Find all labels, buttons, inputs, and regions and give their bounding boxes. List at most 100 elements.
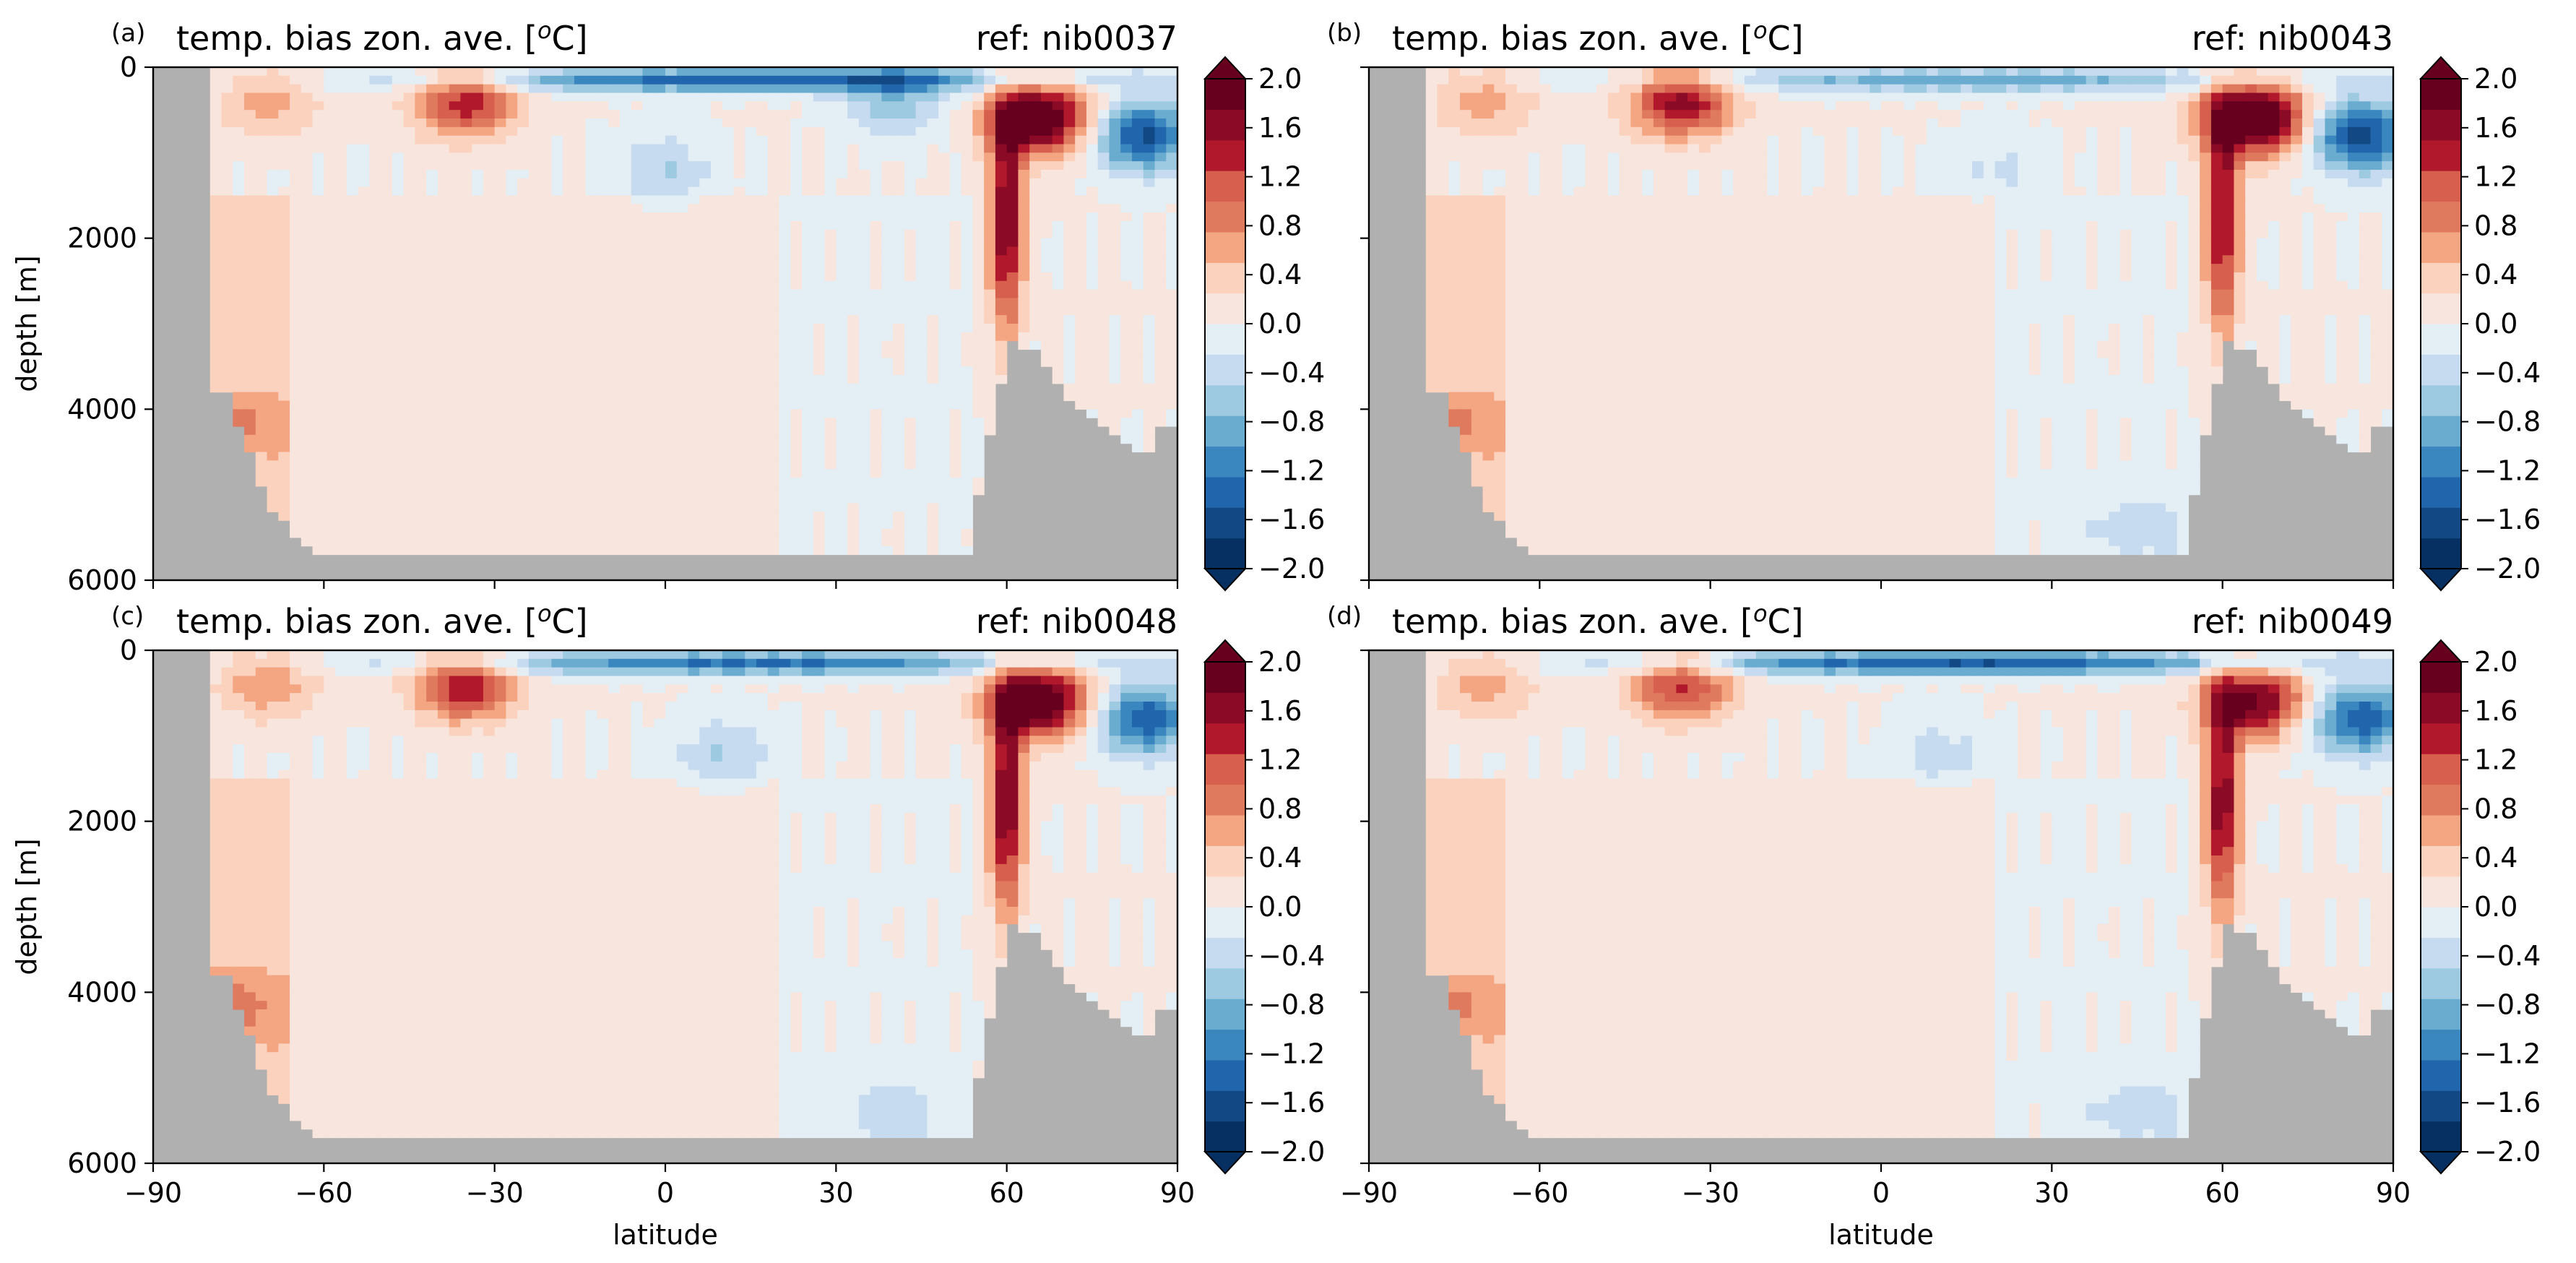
heatmap-cell [540, 126, 553, 137]
heatmap-cell [1425, 383, 1438, 393]
heatmap-cell [528, 67, 541, 77]
heatmap-cell [1516, 332, 1529, 342]
heatmap-cell [631, 67, 644, 77]
heatmap-cell [961, 486, 973, 496]
heatmap-cell [233, 118, 245, 128]
heatmap-cell [346, 358, 359, 367]
heatmap-cell [426, 272, 438, 282]
heatmap-cell [381, 349, 393, 358]
heatmap-cell [927, 426, 939, 436]
heatmap-cell [893, 520, 905, 530]
heatmap-cell [1494, 152, 1506, 162]
heatmap-cell [574, 332, 587, 342]
heatmap-cell [312, 546, 324, 556]
heatmap-cell [756, 332, 769, 342]
heatmap-cell [802, 494, 814, 504]
heatmap-cell [756, 84, 769, 94]
heatmap-cell [767, 383, 780, 393]
heatmap-cell [551, 67, 563, 77]
heatmap-cell [1482, 426, 1495, 436]
heatmap-cell [335, 332, 347, 342]
heatmap-cell [221, 212, 233, 222]
heatmap-cell [415, 221, 427, 230]
heatmap-cell [381, 375, 393, 384]
heatmap-cell [540, 460, 553, 470]
heatmap-cell [517, 529, 530, 538]
heatmap-cell [1120, 324, 1133, 333]
heatmap-cell [1052, 315, 1065, 324]
heatmap-cell [619, 238, 632, 248]
heatmap-cell [858, 178, 871, 188]
heatmap-cell [1505, 264, 1518, 273]
heatmap-cell [392, 170, 405, 179]
heatmap-cell [1482, 75, 1495, 85]
heatmap-cell [528, 358, 541, 367]
heatmap-cell [233, 324, 245, 333]
heatmap-cell [312, 161, 324, 171]
heatmap-cell [1425, 264, 1438, 273]
heatmap-cell [984, 383, 996, 393]
heatmap-cell [290, 135, 302, 145]
heatmap-cell [699, 272, 712, 282]
heatmap-cell [585, 204, 598, 213]
heatmap-cell [676, 221, 689, 230]
heatmap-cell [437, 546, 450, 556]
heatmap-cell [665, 110, 678, 119]
heatmap-cell [927, 84, 939, 94]
heatmap-cell [676, 349, 689, 358]
heatmap-cell [233, 212, 245, 222]
heatmap-cell [790, 280, 803, 290]
heatmap-cell [642, 375, 654, 384]
heatmap-cell [540, 229, 553, 239]
heatmap-cell [483, 349, 496, 358]
heatmap-cell [278, 443, 290, 453]
heatmap-cell [255, 306, 268, 316]
heatmap-cell [1120, 272, 1133, 282]
heatmap-cell [392, 255, 405, 264]
heatmap-cell [1086, 144, 1099, 153]
heatmap-cell [813, 418, 826, 427]
heatmap-cell [1029, 289, 1042, 299]
heatmap-cell [1052, 204, 1065, 213]
heatmap-cell [608, 529, 621, 538]
heatmap-cell [301, 246, 314, 256]
heatmap-cell [893, 298, 905, 307]
heatmap-cell [870, 178, 882, 188]
heatmap-cell [460, 170, 472, 179]
heatmap-cell [733, 366, 745, 376]
heatmap-cell [392, 135, 405, 145]
heatmap-cell [847, 135, 860, 145]
heatmap-cell [1494, 101, 1506, 111]
heatmap-cell [335, 152, 347, 162]
heatmap-cell [961, 546, 973, 556]
heatmap-cell [312, 92, 324, 102]
heatmap-cell [540, 195, 553, 204]
heatmap-cell [506, 84, 518, 94]
heatmap-cell [711, 195, 723, 204]
heatmap-cell [904, 452, 917, 461]
heatmap-cell [346, 212, 359, 222]
heatmap-cell [915, 400, 928, 410]
heatmap-cell [381, 75, 393, 85]
heatmap-cell [597, 255, 609, 264]
heatmap-cell [733, 375, 745, 384]
heatmap-cell [517, 84, 530, 94]
heatmap-cell [1029, 332, 1042, 342]
heatmap-cell [927, 349, 939, 358]
heatmap-cell [927, 229, 939, 239]
heatmap-cell [733, 443, 745, 453]
heatmap-cell [358, 135, 370, 145]
heatmap-cell [881, 460, 894, 470]
heatmap-cell [278, 375, 290, 384]
heatmap-cell [290, 520, 302, 530]
heatmap-cell [927, 204, 939, 213]
heatmap-cell [779, 75, 791, 85]
heatmap-cell [1448, 161, 1461, 171]
heatmap-cell [563, 478, 575, 487]
heatmap-cell [267, 366, 279, 376]
heatmap-cell [779, 366, 791, 376]
heatmap-cell [278, 478, 290, 487]
heatmap-cell [1143, 126, 1156, 137]
heatmap-cell [585, 264, 598, 273]
heatmap-cell [631, 315, 644, 324]
